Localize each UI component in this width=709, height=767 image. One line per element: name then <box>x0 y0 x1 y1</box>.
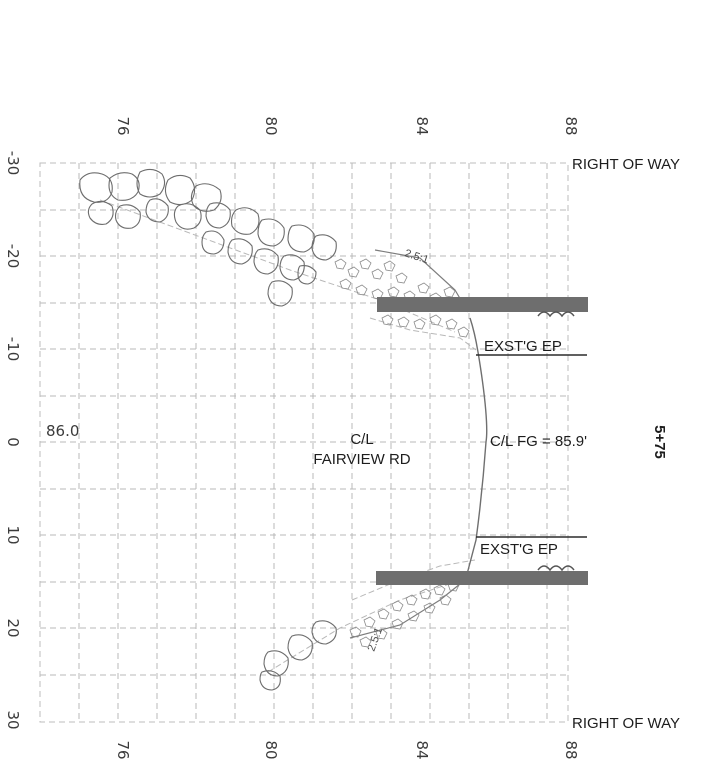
right-of-way-bar-bottom <box>376 571 588 585</box>
road-profile <box>465 317 488 579</box>
slope-ratio-top: 2.5:1 <box>403 247 430 266</box>
cl-fg-label: C/L FG = 85.9' <box>490 433 587 450</box>
station-label: 5+75 <box>651 425 668 459</box>
left-tick-labels: -30 -20 -10 0 10 20 30 <box>4 151 22 730</box>
bottom-tick-88: 88 <box>562 740 580 759</box>
right-of-way-top-label: RIGHT OF WAY <box>572 156 680 173</box>
bottom-tick-76: 76 <box>114 740 132 759</box>
horizontal-grid <box>40 209 568 676</box>
centerline-label-line1: C/L <box>350 431 373 448</box>
top-slope: 2.5:1 <box>99 199 477 351</box>
bottom-tick-84: 84 <box>413 740 431 759</box>
left-tick-neg10: -10 <box>4 337 22 362</box>
right-of-way-bottom-label: RIGHT OF WAY <box>572 715 680 732</box>
cut-symbol-top <box>537 311 575 318</box>
top-tick-88: 88 <box>562 116 580 135</box>
left-tick-20: 20 <box>4 618 22 637</box>
top-tick-labels: 76 80 84 88 <box>114 116 580 135</box>
left-tick-30: 30 <box>4 710 22 729</box>
left-tick-0: 0 <box>4 437 22 447</box>
exst-ep-top-label: EXST'G EP <box>484 338 562 355</box>
centerline-label-line2: FAIRVIEW RD <box>313 451 410 468</box>
left-tick-neg30: -30 <box>4 151 22 176</box>
left-tick-neg20: -20 <box>4 244 22 269</box>
top-tick-84: 84 <box>413 116 431 135</box>
top-tick-80: 80 <box>262 116 280 135</box>
exst-ep-bottom-label: EXST'G EP <box>480 541 558 558</box>
top-tick-76: 76 <box>114 116 132 135</box>
right-of-way-bar-top <box>377 297 588 312</box>
gravel-fill <box>334 258 470 648</box>
elevation-label: 86.0 <box>46 422 79 440</box>
bottom-tick-labels: 76 80 84 88 <box>114 740 580 759</box>
left-tick-10: 10 <box>4 525 22 544</box>
bottom-tick-80: 80 <box>262 740 280 759</box>
riprap-rocks-large <box>79 168 337 691</box>
cut-symbol-bottom <box>537 565 575 572</box>
